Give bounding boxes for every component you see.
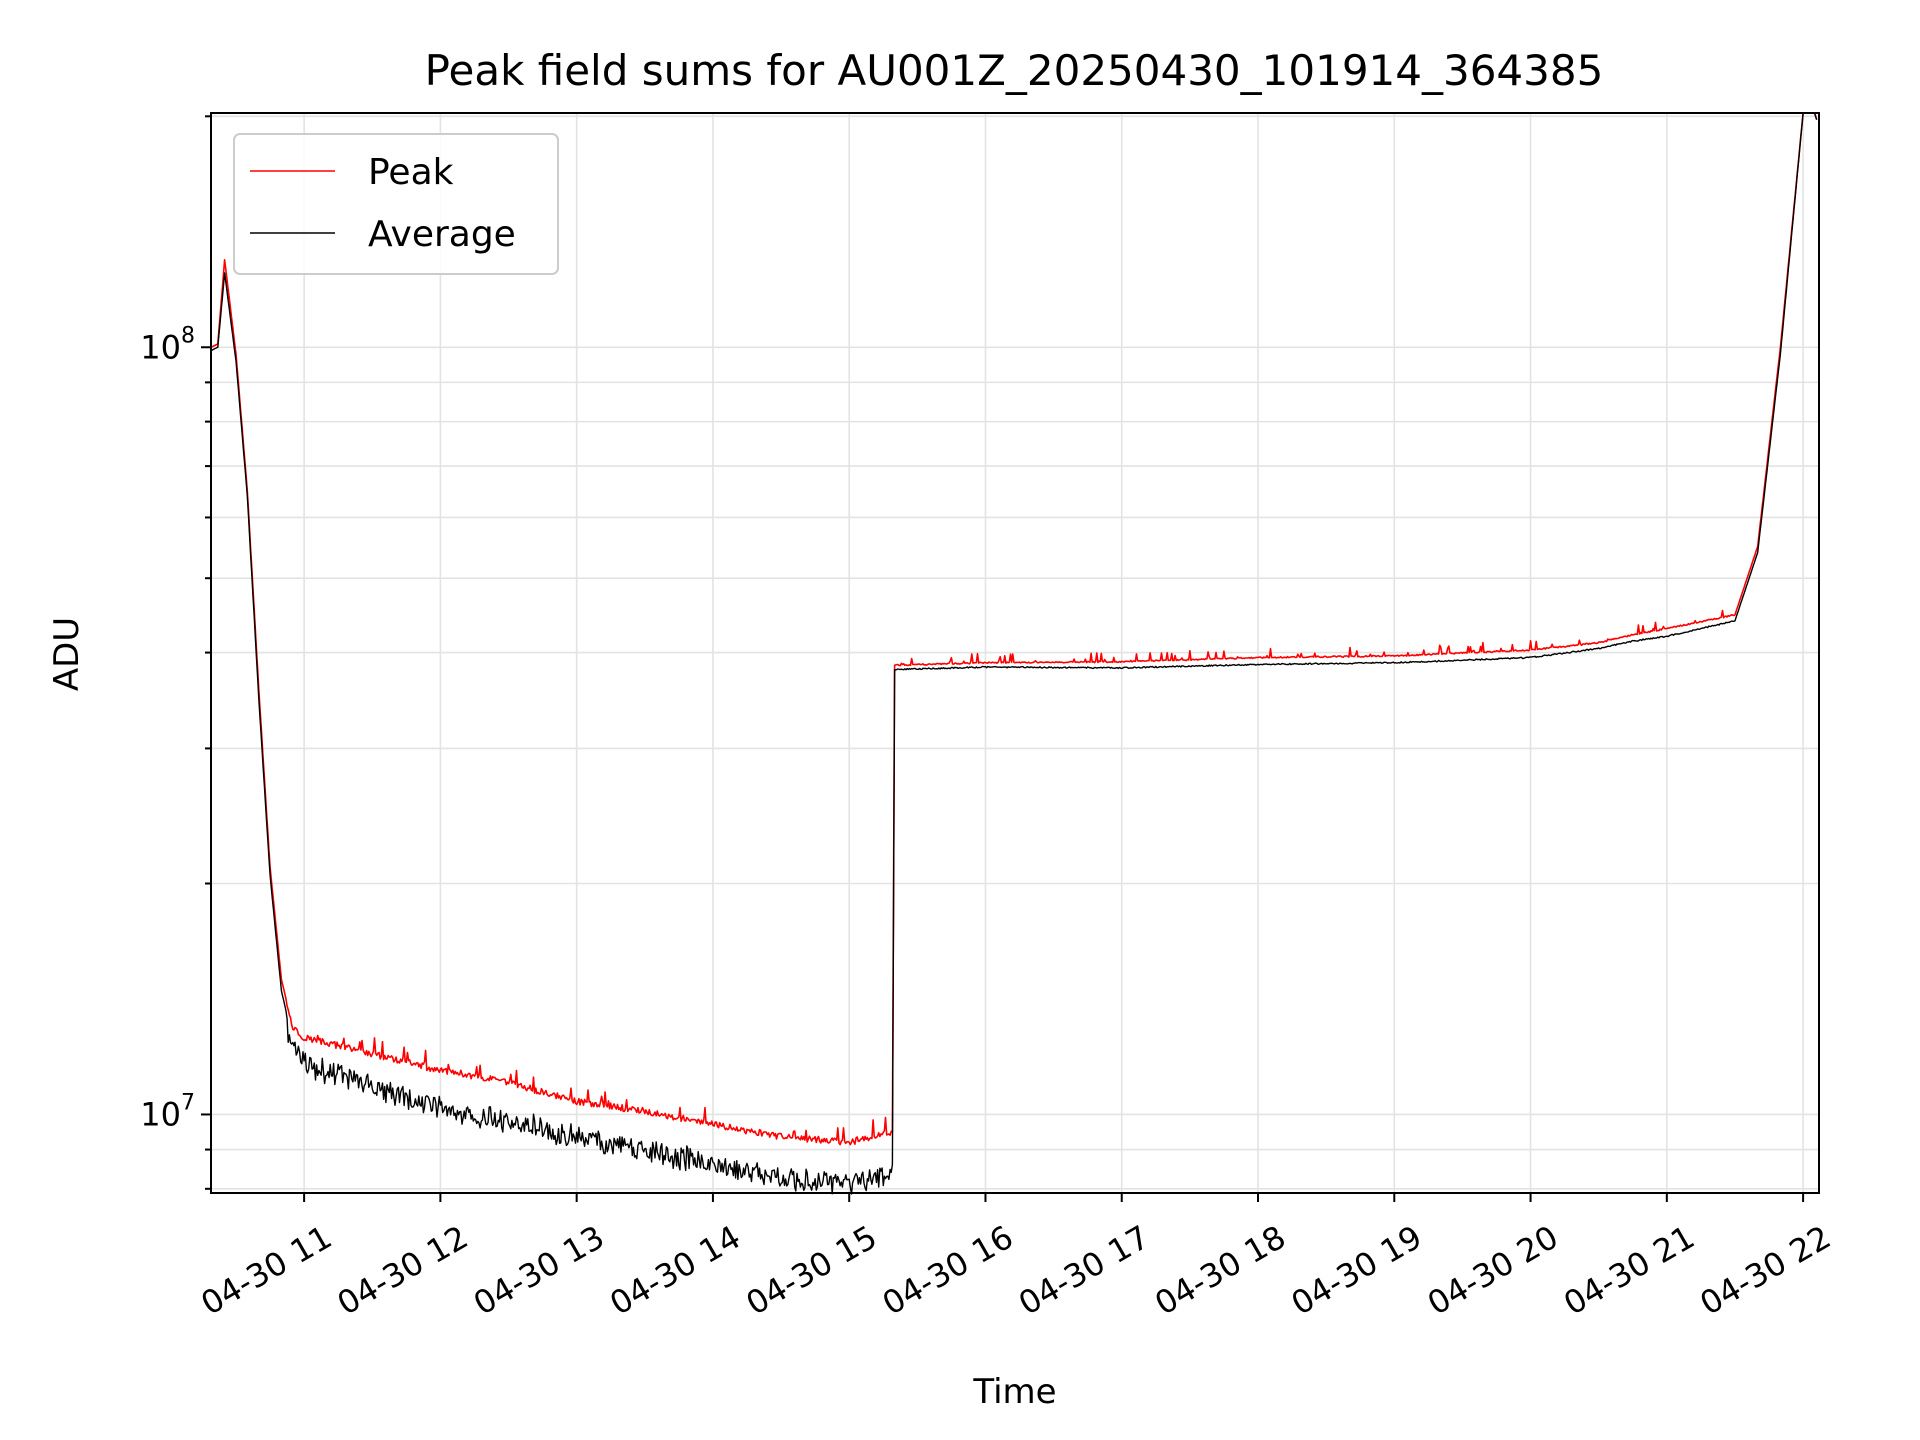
series-line-peak [210,112,1818,1146]
legend-box [233,133,559,275]
y-axis: 107 108 [140,115,211,1190]
legend-label-average: Average [368,214,516,255]
x-axis-label: Time [972,1372,1056,1412]
legend-label-peak: Peak [368,152,454,193]
y-axis-label: ADU [47,617,87,691]
grid [211,113,1819,1193]
x-tick-label: 04-30 19 [1285,1218,1429,1323]
x-tick-label: 04-30 13 [467,1218,611,1323]
x-tick-label: 04-30 21 [1557,1218,1701,1323]
chart-title: Peak field sums for AU001Z_20250430_1019… [425,46,1604,95]
y-tick-label: 107 [140,1090,195,1133]
x-tick-label: 04-30 11 [195,1218,339,1323]
x-tick-label: 04-30 17 [1012,1218,1156,1323]
x-tick-label: 04-30 16 [876,1218,1020,1323]
x-tick-label: 04-30 20 [1421,1218,1565,1323]
series-layer [210,112,1818,1195]
x-tick-label: 04-30 15 [740,1218,884,1323]
x-tick-label: 04-30 18 [1148,1218,1292,1323]
x-tick-label: 04-30 12 [331,1218,475,1323]
y-tick-label: 108 [140,323,195,366]
x-tick-label: 04-30 14 [603,1218,747,1323]
legend: Peak Average [233,133,559,275]
series-line-average [210,112,1818,1195]
x-tick-label: 04-30 22 [1694,1218,1838,1323]
